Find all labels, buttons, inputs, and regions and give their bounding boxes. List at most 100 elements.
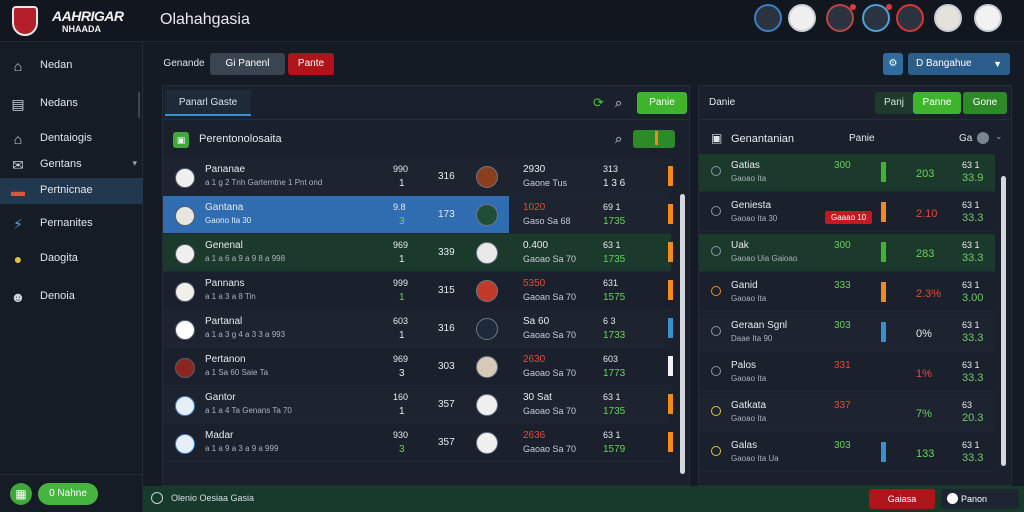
odds-2: Gaoao Sa 70	[523, 330, 577, 340]
list-item[interactable]: Gatkata Gaoao Ita 337 7% 63 20.3	[699, 394, 995, 432]
settings-icon[interactable]: ⚙	[883, 53, 903, 75]
row-mid[interactable]: Gaaao 10	[825, 211, 873, 224]
odds-4: 1575	[603, 292, 626, 303]
profile-avatar[interactable]	[974, 4, 1002, 32]
row-r3: 33.3	[962, 372, 984, 384]
user-icon[interactable]	[934, 4, 962, 32]
refresh-icon[interactable]: ⟳	[593, 95, 604, 110]
top-icons	[754, 4, 1014, 34]
team-avatar	[175, 206, 195, 226]
view-select-value: D Bangahue	[916, 58, 972, 69]
row-r1: 133	[916, 448, 935, 460]
row-v1b: 1	[399, 292, 405, 303]
row-name: Palos	[731, 360, 757, 371]
row-name: Gatias	[731, 160, 760, 171]
tab-1[interactable]: Panne	[913, 92, 961, 114]
row-sub: Gaoao Ita	[731, 414, 767, 423]
sidebar-item-1[interactable]: ▤ Nedans	[0, 91, 143, 117]
odds-3: 603	[603, 354, 619, 364]
scrollbar[interactable]	[680, 194, 685, 474]
list-item[interactable]: Galas Gaoao Ita Ua 303 133 63 1 33.3	[699, 434, 995, 472]
list-title: Genantanian	[731, 133, 794, 145]
table-row[interactable]: Pananae a 1 g 2 Tnh Garterntne 1 Pnt ond…	[163, 158, 673, 196]
table-row[interactable]: Genenal a 1 a 6 a 9 a 9 8 a 998 969 1 33…	[163, 234, 673, 272]
status-icon	[711, 326, 721, 336]
table-row[interactable]: Gantor a 1 a 4 Ta Genans Ta 70 160 1 357…	[163, 386, 673, 424]
row-r2: 63 1	[962, 160, 980, 170]
coin-icon: ●	[13, 251, 23, 267]
filter-button-right[interactable]: Pante	[288, 53, 334, 75]
primary-action-button[interactable]: Panie	[637, 92, 687, 114]
trend-bar	[668, 242, 673, 262]
search-icon[interactable]: ⌕	[615, 95, 623, 110]
brand-logo[interactable]: AAHRIGAR NHAADA	[10, 4, 140, 38]
bolt-icon: ⚡	[13, 216, 23, 232]
club-icon[interactable]	[862, 4, 892, 32]
list-item[interactable]: Geniesta Gaoao Ita 30 Gaaao 10 2.10 63 1…	[699, 194, 995, 232]
row-name: Geraan Sgnl	[731, 320, 788, 331]
filter-button-mid[interactable]: Gi Panenl	[210, 53, 285, 75]
grid-icon[interactable]: ▦	[10, 483, 32, 505]
sidebar-item-5[interactable]: ⚡ Pernanites	[0, 211, 143, 237]
chevron-down-icon[interactable]: ▾	[132, 158, 137, 168]
table-row[interactable]: Madar a 1 a 9 a 3 a 9 a 999 930 3 357 26…	[163, 424, 673, 462]
sidebar-item-7[interactable]: ☻ Denoia	[0, 284, 143, 310]
team-logo	[476, 204, 498, 226]
info-icon[interactable]	[977, 132, 989, 144]
row-r3: 33.3	[962, 452, 984, 464]
sidebar-item-0[interactable]: ⌂ Nedan	[0, 53, 143, 79]
team-avatar	[175, 434, 195, 454]
sidebar-item-label: Pertnicnae	[40, 184, 93, 196]
view-select[interactable]: D Bangahue ▼	[908, 53, 1010, 75]
scrollbar[interactable]	[1001, 176, 1006, 466]
row-r1: 1%	[916, 368, 932, 380]
sidebar-item-3[interactable]: ✉ Gentans ▾	[0, 152, 143, 178]
row-name: Galas	[731, 440, 758, 451]
sidebar-action-button[interactable]: 0 Nahne	[38, 483, 98, 505]
list-item[interactable]: Ganid Gaoao Ita 333 2.3% 63 1 3.00	[699, 274, 995, 312]
odds-2: Gaoao Sa 70	[523, 254, 577, 264]
tab-0[interactable]: Panj	[875, 92, 913, 114]
tab-2[interactable]: Gone	[963, 92, 1007, 114]
sidebar-item-label: Daogita	[40, 252, 78, 264]
row-sub: Gaono Ita 30	[205, 216, 252, 225]
sidebar-footer: ▦ 0 Nahne	[0, 474, 143, 512]
sidebar-item-label: Pernanites	[40, 217, 93, 229]
table-row[interactable]: Pertanon a 1 Sa 60 Saie Ta 969 3 303 263…	[163, 348, 673, 386]
row-sub: a 1 Sa 60 Saie Ta	[205, 368, 269, 377]
sidebar-item-6[interactable]: ● Daogita	[0, 246, 143, 272]
shield-icon[interactable]	[826, 4, 856, 32]
toggle-button[interactable]	[633, 130, 675, 148]
table-row[interactable]: 1020 Gaso Sa 68 69 1 1735	[509, 196, 673, 234]
filter-button-left[interactable]: Genande	[163, 58, 205, 69]
row-mid: 303	[834, 440, 851, 451]
sidebar-item-2[interactable]: ⌂ Dentaiogis	[0, 126, 143, 152]
badge-icon[interactable]	[754, 4, 782, 32]
status-icon	[711, 446, 721, 456]
list-item[interactable]: Gatias Gaoao Ita 300 203 63 1 33.9	[699, 154, 995, 192]
list-item[interactable]: Geraan Sgnl Daae Ita 90 303 0% 63 1 33.3	[699, 314, 995, 352]
search-icon[interactable]: ⌕	[615, 131, 623, 146]
list-item[interactable]: Palos Gaoao Ita 331 1% 63 1 33.3	[699, 354, 995, 392]
row-mid: 331	[834, 360, 851, 371]
row-v1: 9.8	[393, 202, 406, 212]
table-row[interactable]: Pannans a 1 a 3 a 8 Tin 999 1 315 5350 G…	[163, 272, 673, 310]
tab-main[interactable]: Panarl Gaste	[165, 90, 251, 116]
flag-icon[interactable]	[896, 4, 924, 32]
status-red-button[interactable]: Gaiasa	[869, 489, 935, 509]
table-row[interactable]: Partanal a 1 a 3 g 4 a 3 3 a 993 603 1 3…	[163, 310, 673, 348]
row-r2: 63 1	[962, 360, 980, 370]
row-v2: 315	[438, 285, 455, 296]
chevron-down-icon[interactable]: ⌄	[995, 131, 1003, 141]
status-dark-button[interactable]: Panon	[941, 489, 1019, 509]
row-mid: 337	[834, 400, 851, 411]
odds-2: Gaoao Sa 70	[523, 368, 577, 378]
odds-2: Gaoao Sa 70	[523, 406, 577, 416]
odds-1: 2930	[523, 164, 546, 175]
sidebar-item-4[interactable]: ▬ Pertnicnae	[0, 178, 143, 204]
table-row[interactable]: Gantana Gaono Ita 30 9.8 3 173	[163, 196, 509, 234]
tab-label[interactable]: Danie	[709, 97, 736, 108]
row-r2: 63 1	[962, 440, 980, 450]
avatar[interactable]	[788, 4, 816, 32]
list-item[interactable]: Uak Gaoao Uia Gaioao 300 283 63 1 33.3	[699, 234, 995, 272]
